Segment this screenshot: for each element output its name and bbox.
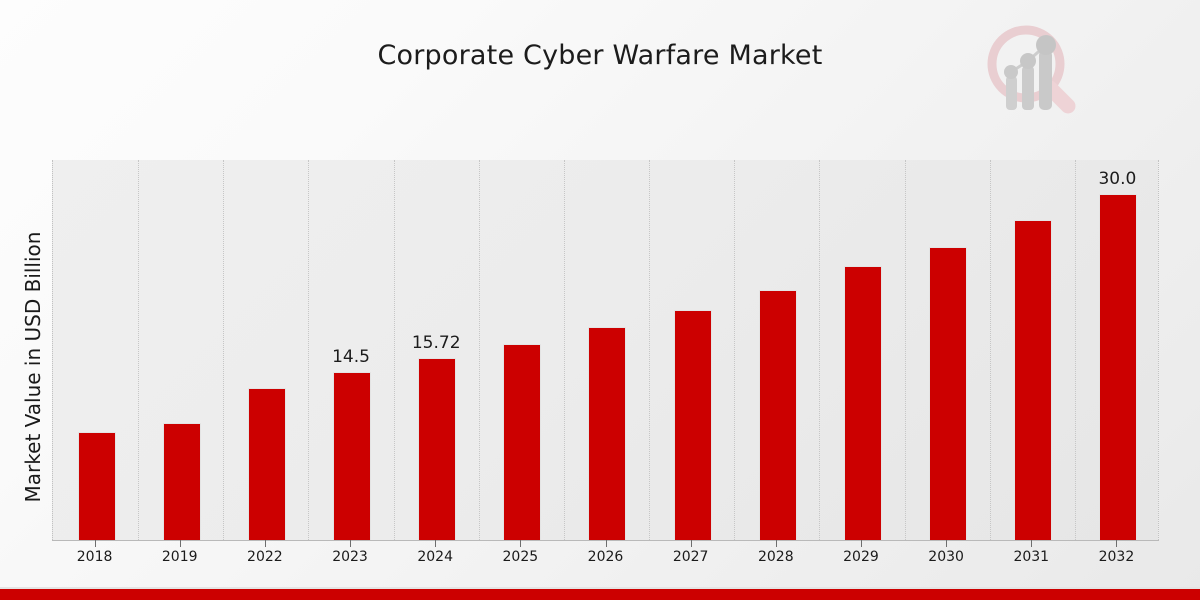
bar-group[interactable] [734,160,819,540]
bar[interactable] [929,246,968,540]
bar[interactable] [77,431,116,540]
x-axis-tick [435,540,437,547]
x-axis-tick [690,540,692,547]
magnifier-bar-chart-logo-icon [978,22,1082,118]
bar[interactable] [333,372,372,540]
footer-band [0,589,1200,600]
bar[interactable] [503,344,542,540]
bar-value-label: 30.0 [1098,168,1137,189]
x-axis-tick [1031,540,1033,547]
gridline [904,160,906,540]
x-axis-tick [520,540,522,547]
x-axis-tick [775,540,777,547]
bar-group[interactable] [479,160,564,540]
footer-divider [0,587,1200,589]
page-title: Corporate Cyber Warfare Market [377,40,823,71]
bar-group[interactable] [138,160,223,540]
bar[interactable] [162,422,201,540]
bar-group[interactable] [53,160,138,540]
x-axis-tick-label: 2026 [587,549,624,565]
x-axis-tick-label: 2018 [76,549,113,565]
bar-group[interactable] [990,160,1075,540]
gridline [1074,160,1076,540]
gridline [223,160,225,540]
x-axis-tick-label: 2027 [672,549,709,565]
gridline [308,160,310,540]
bar-group[interactable] [819,160,904,540]
x-axis-tick-label: 2029 [843,549,879,565]
x-axis-tick-label: 2023 [332,549,368,565]
x-axis-tick-label: 2028 [757,549,794,565]
x-axis-tick [860,540,862,547]
gridline [649,160,651,540]
bar-group[interactable] [564,160,649,540]
bar[interactable] [673,309,712,540]
x-axis-tick [605,540,607,547]
gridline [393,160,395,540]
bar[interactable] [588,327,627,540]
bar[interactable] [843,266,882,540]
bar-value-label: 14.5 [332,347,370,368]
x-axis-tick [946,540,948,547]
bar-group[interactable] [223,160,308,540]
x-axis-tick [94,540,96,547]
bar[interactable] [247,388,286,540]
bar-value-label: 15.72 [411,332,461,353]
x-axis-tick [264,540,266,547]
x-axis-tick [350,540,352,547]
gridline [989,160,991,540]
x-axis-tick [1116,540,1118,547]
x-axis-tick-label: 2030 [928,549,964,565]
x-axis-tick-label: 2024 [417,549,453,565]
x-axis-tick-label: 2031 [1013,549,1050,565]
bar[interactable] [758,290,797,540]
x-axis-tick-label: 2019 [161,549,198,565]
bar[interactable] [418,357,457,540]
gridline [819,160,821,540]
bar-group[interactable]: 30.0 [1075,160,1160,540]
gridline [478,160,480,540]
gridline [563,160,565,540]
x-axis-tick-label: 2022 [247,549,283,565]
bar[interactable] [1014,220,1053,540]
plot-area: 14.5 15.72 30.0 [52,160,1159,540]
x-axis-tick-label: 2025 [502,549,539,565]
bar-group[interactable]: 14.5 [308,160,393,540]
gridline [734,160,736,540]
y-axis-title: Market Value in USD Billion [21,231,45,503]
bar-group[interactable] [905,160,990,540]
x-axis-tick [179,540,181,547]
x-axis-tick-label: 2032 [1098,549,1135,565]
bar-group[interactable]: 15.72 [394,160,479,540]
bar-group[interactable] [649,160,734,540]
bar[interactable] [1099,193,1138,540]
gridline [138,160,140,540]
